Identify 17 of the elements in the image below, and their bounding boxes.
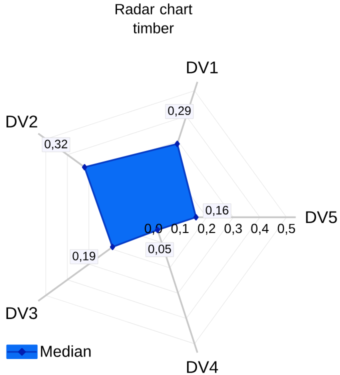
text: 0,16 [206, 206, 229, 216]
legend-label: Median [41, 345, 91, 357]
spoke-label: DV5 [306, 211, 338, 224]
spoke-label: DV3 [6, 307, 38, 320]
text: 0,05 [148, 244, 172, 255]
text: 0,19 [72, 252, 96, 262]
spoke-label: DV4 [187, 361, 218, 373]
y-tick-label: 0,2 [198, 224, 216, 235]
y-tick-label: 0,3 [224, 224, 242, 235]
y-tick-label: 0,4 [251, 224, 269, 235]
spoke-label: DV1 [187, 62, 218, 74]
text: 0,29 [168, 106, 191, 116]
chart-title: Radar chart timber [116, 4, 192, 34]
y-tick-label: 0,5 [278, 224, 296, 235]
text: 0,32 [44, 140, 68, 150]
y-tick-label: 0,1 [172, 224, 189, 235]
spoke-label: DV2 [6, 116, 38, 128]
